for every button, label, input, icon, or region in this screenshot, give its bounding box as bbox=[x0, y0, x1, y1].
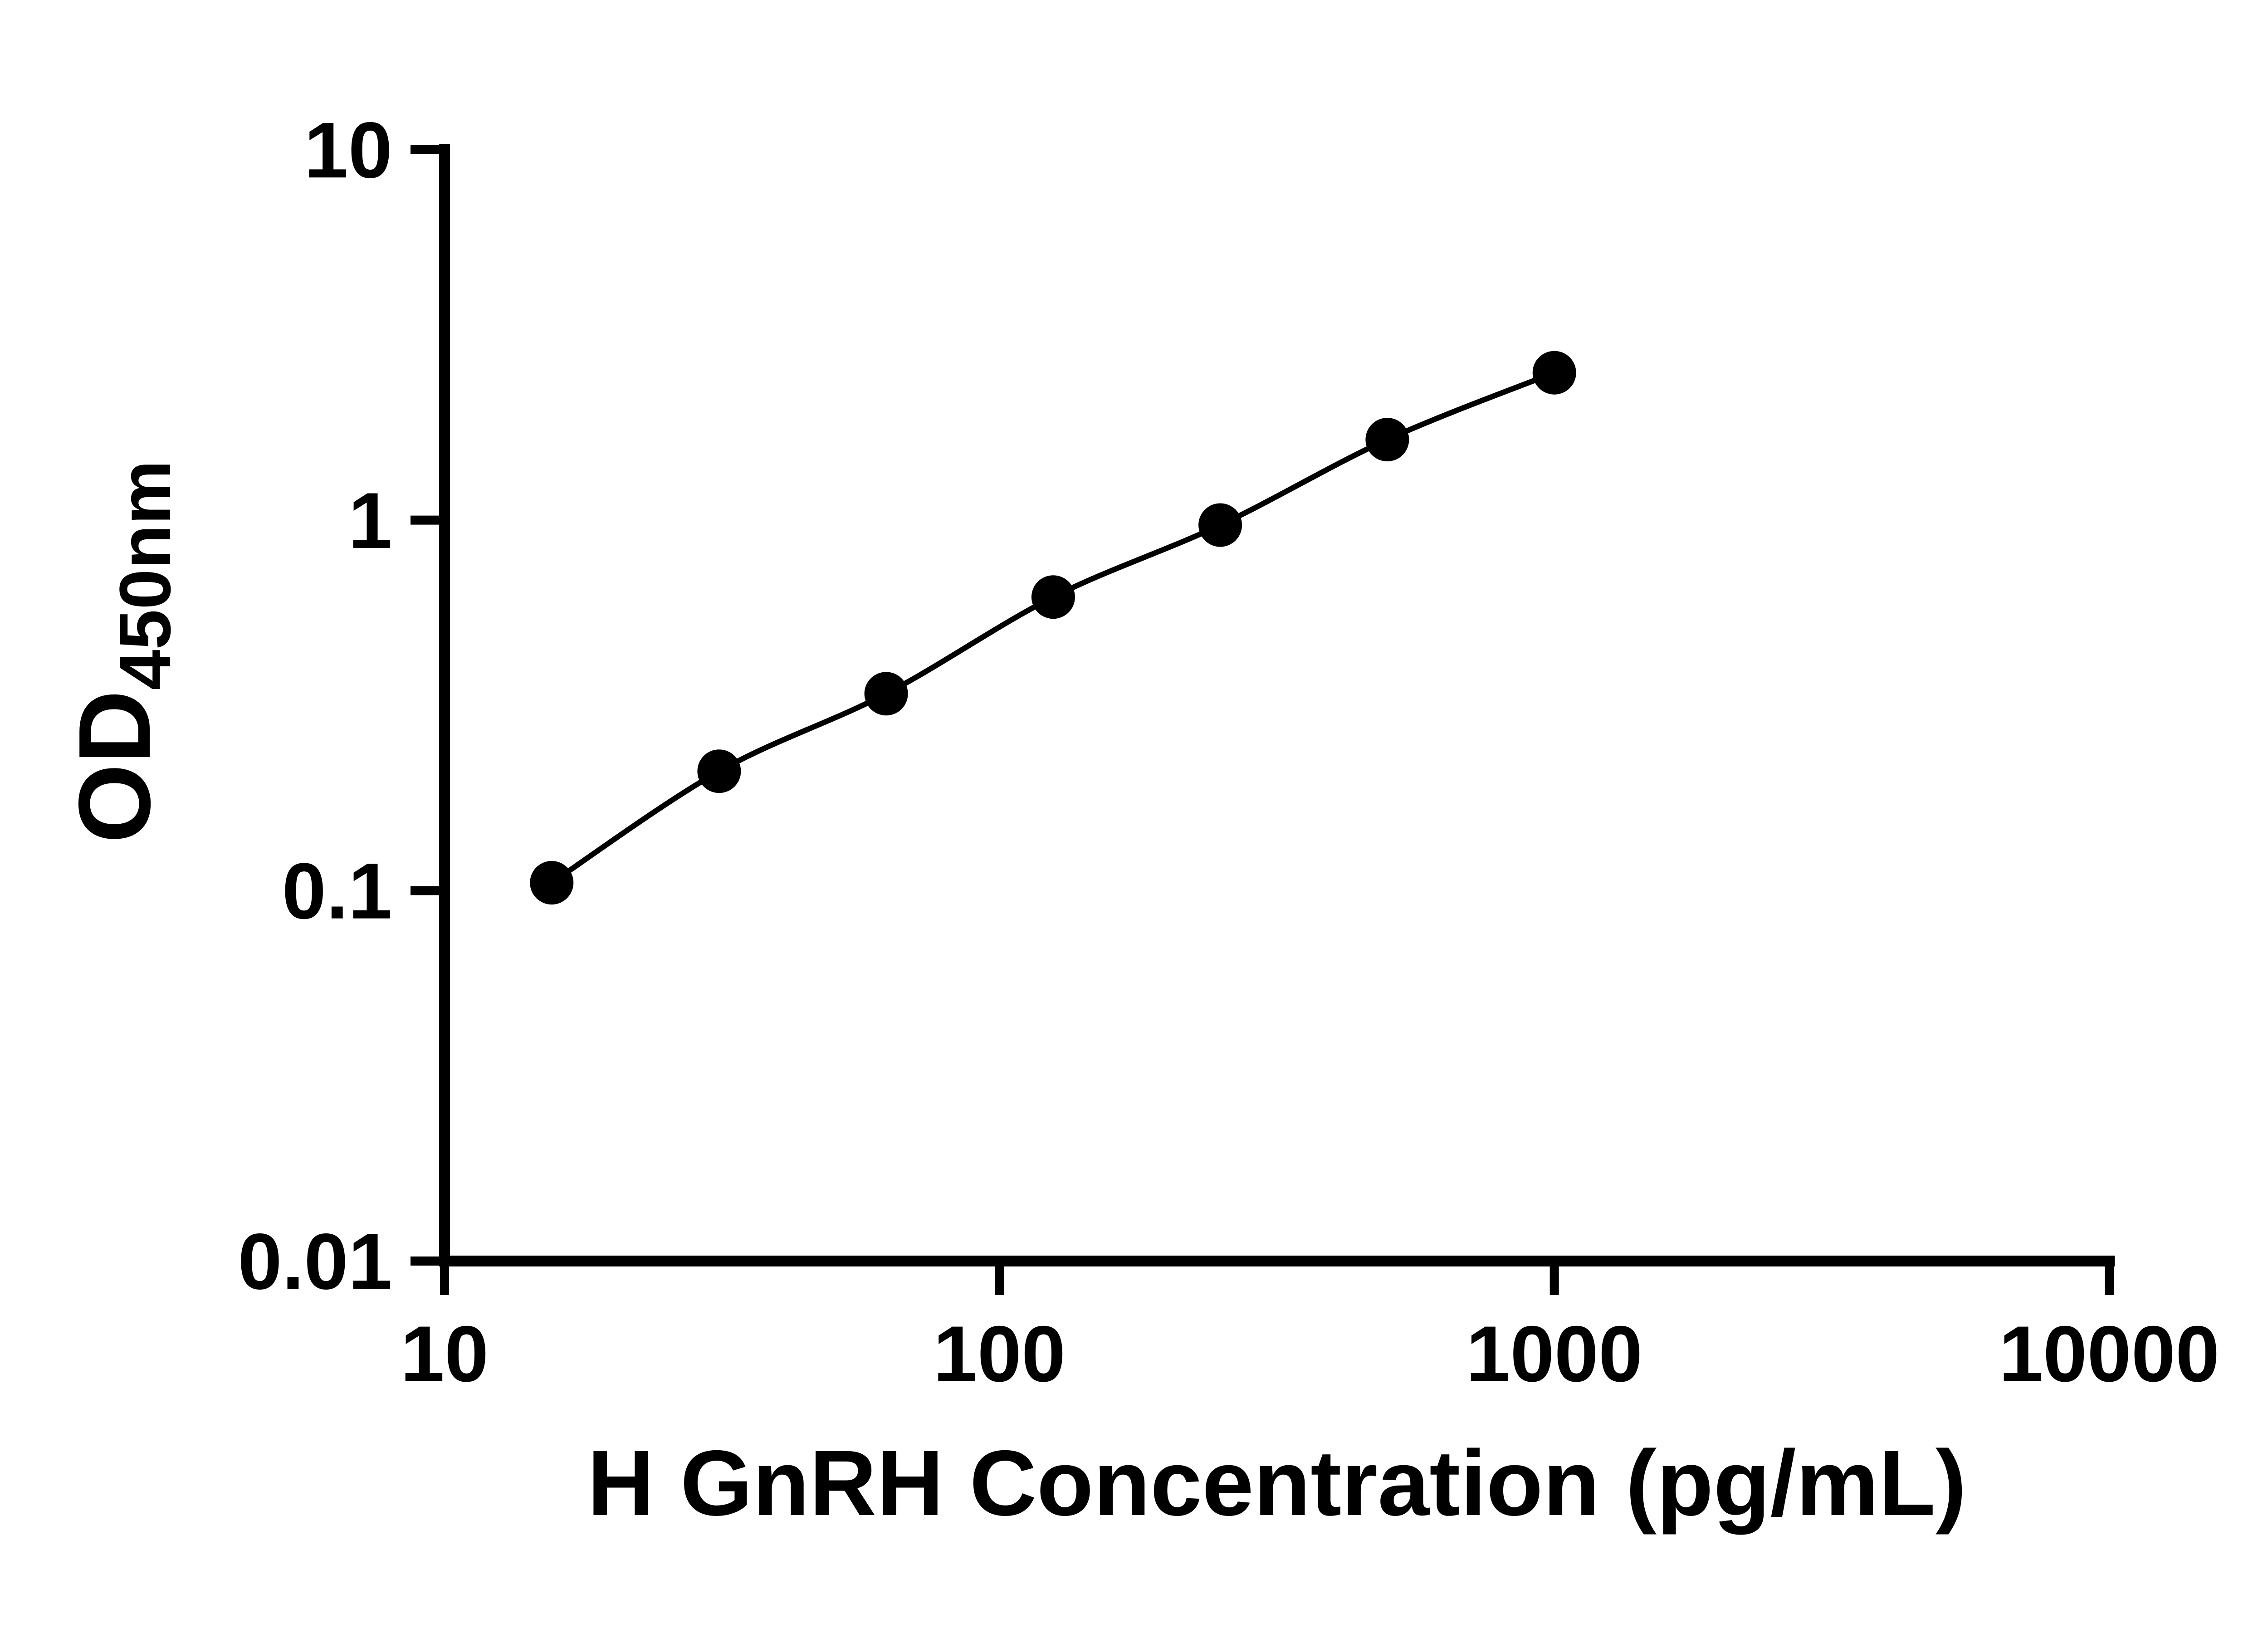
y-tick-label: 0.01 bbox=[238, 1217, 392, 1306]
data-point bbox=[1532, 351, 1576, 395]
x-axis-title: H GnRH Concentration (pg/mL) bbox=[587, 1431, 1967, 1535]
y-axis-title: OD450nm bbox=[57, 460, 186, 843]
x-tick-label: 10000 bbox=[1999, 1310, 2220, 1398]
y-tick-label: 1 bbox=[348, 477, 392, 565]
data-point bbox=[864, 672, 908, 716]
data-point bbox=[1365, 418, 1409, 462]
x-tick-label: 10 bbox=[401, 1310, 489, 1398]
data-point bbox=[1198, 503, 1242, 547]
axis-spines bbox=[439, 144, 2115, 1266]
y-tick-label: 0.1 bbox=[282, 847, 392, 936]
y-tick-label: 10 bbox=[304, 106, 392, 195]
data-point bbox=[530, 861, 574, 905]
x-tick-label: 100 bbox=[933, 1310, 1066, 1398]
data-point bbox=[1031, 575, 1075, 619]
data-point bbox=[697, 749, 741, 793]
x-tick-label: 1000 bbox=[1466, 1310, 1642, 1398]
